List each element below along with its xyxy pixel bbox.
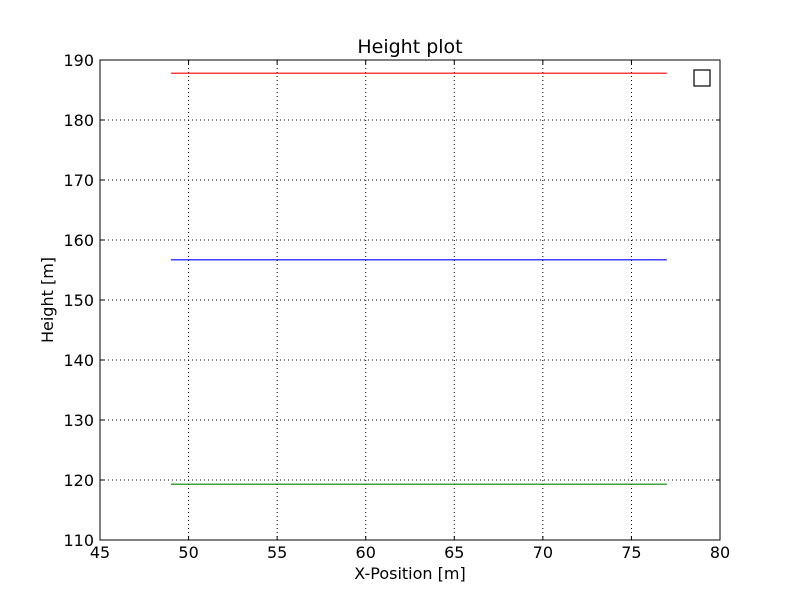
y-tick-label: 190 (63, 51, 94, 70)
x-tick-label: 60 (356, 543, 376, 562)
y-tick-label: 140 (63, 351, 94, 370)
y-tick-label: 160 (63, 231, 94, 250)
x-tick-labels: 45 50 55 60 65 70 75 80 (90, 543, 730, 562)
y-tick-label: 170 (63, 171, 94, 190)
x-tick-label: 75 (621, 543, 641, 562)
series-lines (170, 72, 667, 485)
y-axis-label: Height [m] (38, 257, 57, 343)
x-tick-label: 50 (178, 543, 198, 562)
x-axis-label: X-Position [m] (354, 564, 465, 583)
legend-box (693, 69, 711, 87)
x-tick-label: 55 (267, 543, 287, 562)
x-tick-label: 45 (90, 543, 110, 562)
y-tick-label: 180 (63, 111, 94, 130)
x-tick-label: 80 (710, 543, 730, 562)
chart-title: Height plot (357, 36, 462, 58)
y-tick-label: 120 (63, 471, 94, 490)
y-tick-label: 150 (63, 291, 94, 310)
y-tick-label: 130 (63, 411, 94, 430)
axis-ticks (99, 59, 721, 541)
x-tick-label: 70 (533, 543, 553, 562)
y-tick-label: 110 (63, 531, 94, 550)
x-tick-label: 65 (444, 543, 464, 562)
y-tick-labels: 110 120 130 140 150 160 170 180 190 (63, 51, 94, 550)
grid-lines (100, 60, 720, 540)
